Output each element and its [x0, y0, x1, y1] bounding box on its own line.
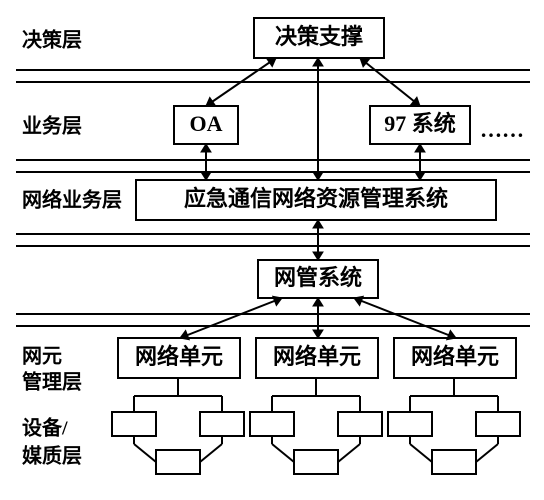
layer-label-netbiz: 网络业务层: [22, 188, 122, 212]
ellipsis: ……: [480, 117, 524, 142]
node-network-element-1: 网络单元: [118, 338, 240, 378]
node-network-mgmt-system: 网管系统: [258, 260, 378, 298]
architecture-diagram: 决策层业务层网络业务层网元管理层设备/媒质层 决策支撑 OA 97 系统应急通信网络资…: [0, 0, 544, 500]
node-network-element-3: 网络单元: [394, 338, 516, 378]
node-network-element-2: 网络单元: [256, 338, 378, 378]
layer-label-business: 业务层: [22, 114, 82, 138]
node-97-system: 97 系统: [370, 106, 470, 144]
node-resource-mgmt-system: 应急通信网络资源管理系统: [136, 180, 496, 220]
svg-text:决策支撑: 决策支撑: [275, 24, 363, 49]
layer-label-nmgmt_l2: 管理层: [22, 370, 82, 394]
node-oa: OA: [174, 106, 238, 144]
svg-text:网络单元: 网络单元: [135, 344, 223, 369]
node-decision-support: 决策支撑: [254, 18, 384, 58]
svg-text:网管系统: 网管系统: [274, 265, 362, 290]
svg-text:网络单元: 网络单元: [411, 344, 499, 369]
device-cluster-1: [112, 378, 244, 474]
layer-label-decision: 决策层: [22, 28, 82, 52]
svg-text:应急通信网络资源管理系统: 应急通信网络资源管理系统: [184, 186, 448, 211]
svg-text:网络单元: 网络单元: [273, 344, 361, 369]
layer-label-dev_l1: 设备/: [22, 416, 68, 440]
device-cluster-3: [388, 378, 520, 474]
layer-label-dev_l2: 媒质层: [22, 445, 82, 468]
svg-text:97 系统: 97 系统: [384, 111, 456, 136]
layer-label-nmgmt_l1: 网元: [22, 346, 62, 368]
svg-text:OA: OA: [190, 111, 223, 136]
device-cluster-2: [250, 378, 382, 474]
